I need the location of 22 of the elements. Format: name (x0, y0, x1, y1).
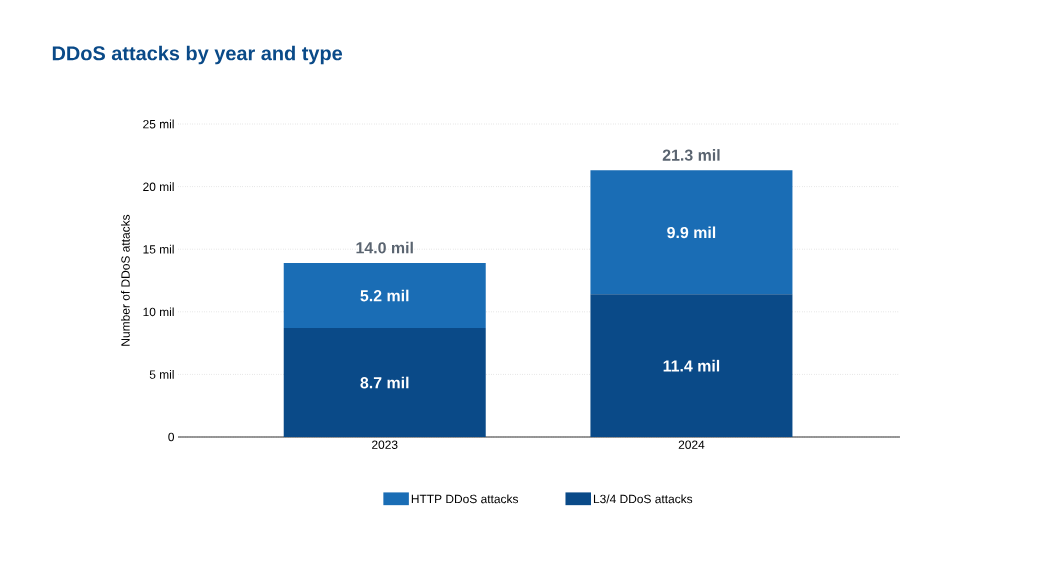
legend-label: HTTP DDoS attacks (411, 494, 519, 504)
y-tick-label: 25 mil (143, 119, 174, 129)
y-axis-title: Number of DDoS attacks (120, 214, 130, 346)
total-label: 21.3 mil (662, 149, 720, 161)
data-label: 5.2 mil (360, 289, 409, 302)
bar (590, 294, 793, 438)
bar (283, 328, 486, 438)
y-tick-label: 15 mil (143, 244, 174, 254)
total-label: 14.0 mil (356, 241, 413, 254)
data-label: 11.4 mil (663, 359, 720, 372)
data-label: 8.7 mil (360, 376, 409, 389)
bar (590, 170, 793, 295)
bar (283, 262, 486, 329)
x-tick-label: 2024 (678, 440, 705, 449)
y-tick-label: 0 (168, 432, 175, 442)
y-tick-label: 20 mil (143, 182, 174, 191)
data-label: 9.9 mil (667, 226, 716, 239)
chart-title: DDoS attacks by year and type (52, 45, 343, 65)
y-tick-label: 10 mil (143, 307, 174, 317)
legend-label: L3/4 DDoS attacks (593, 494, 693, 504)
y-tick-label: 5 mil (149, 370, 174, 379)
x-tick-label: 2023 (372, 440, 398, 449)
